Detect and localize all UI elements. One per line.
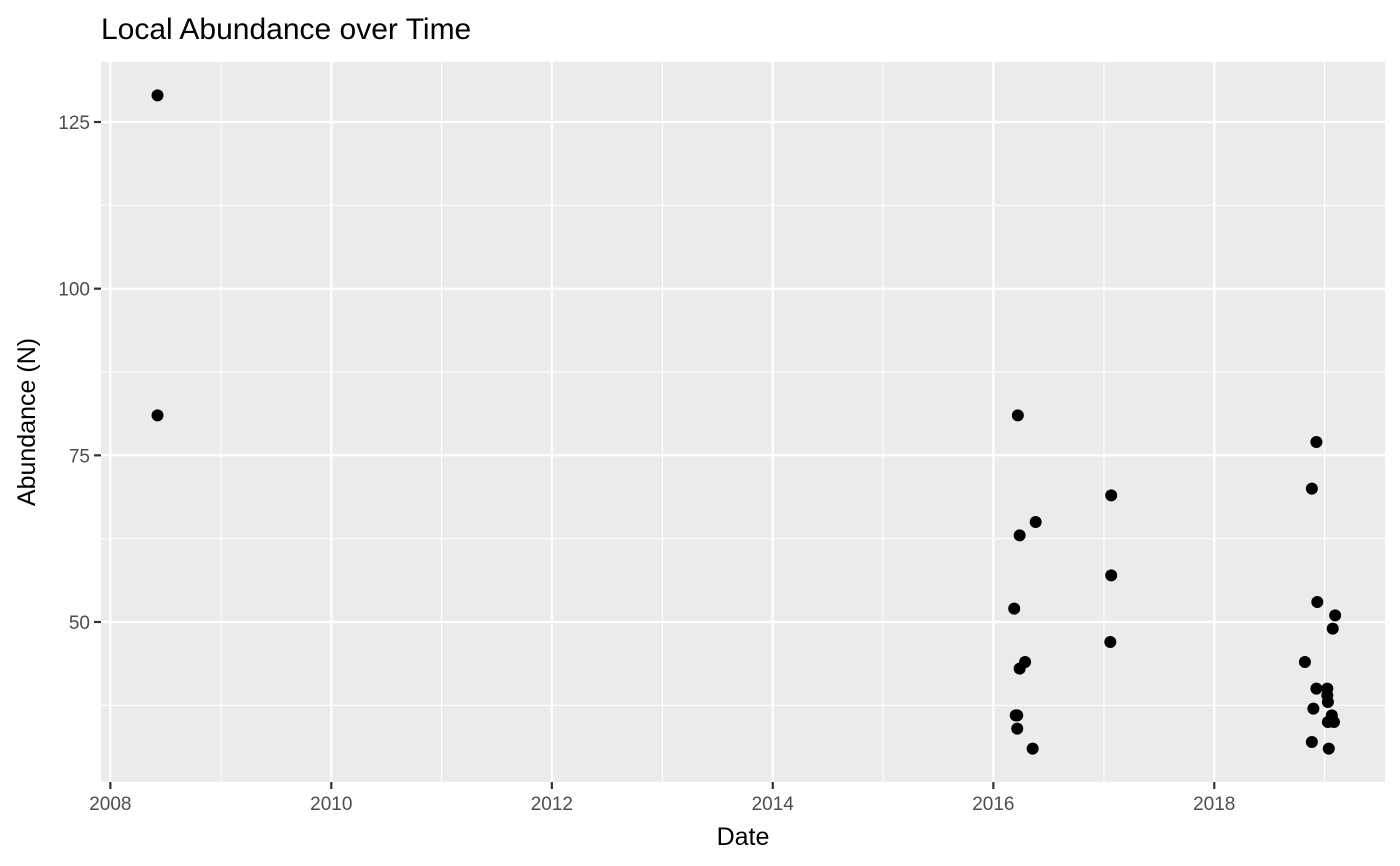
data-point bbox=[1321, 696, 1334, 708]
data-point bbox=[1011, 709, 1024, 722]
data-point bbox=[1310, 682, 1323, 695]
y-tick-label: 50 bbox=[69, 613, 90, 634]
x-tick-label: 2010 bbox=[310, 794, 352, 815]
minor-gridlines bbox=[101, 62, 1385, 782]
x-tick-label: 2014 bbox=[752, 794, 795, 815]
y-tick-label: 75 bbox=[69, 446, 90, 467]
y-axis-title: Abundance (N) bbox=[13, 338, 41, 506]
data-point bbox=[1307, 702, 1320, 715]
major-gridlines bbox=[101, 62, 1385, 782]
data-point bbox=[1011, 409, 1024, 422]
data-point bbox=[1105, 489, 1118, 502]
y-tick-label: 100 bbox=[58, 280, 90, 301]
data-point bbox=[1104, 636, 1117, 648]
data-point bbox=[1327, 716, 1340, 728]
data-point bbox=[1013, 529, 1026, 542]
x-axis: 2008 2010 2012 2014 2016 2018 bbox=[89, 782, 1235, 815]
x-tick-label: 2016 bbox=[972, 794, 1014, 815]
data-point bbox=[1322, 742, 1335, 755]
x-tick-label: 2012 bbox=[531, 794, 573, 815]
data-points bbox=[151, 89, 1342, 755]
data-point bbox=[1305, 736, 1318, 748]
data-point bbox=[1326, 622, 1339, 635]
x-axis-title: Date bbox=[717, 823, 770, 851]
y-tick-label: 125 bbox=[58, 113, 90, 134]
y-axis: 50 75 100 125 bbox=[58, 113, 101, 634]
data-point bbox=[1298, 656, 1311, 668]
data-point bbox=[151, 409, 164, 422]
data-point bbox=[1019, 656, 1032, 668]
x-tick-label: 2018 bbox=[1193, 794, 1235, 815]
data-point bbox=[1011, 722, 1024, 735]
data-point bbox=[1029, 516, 1042, 528]
data-point bbox=[1008, 602, 1021, 615]
plot-panel bbox=[101, 62, 1385, 782]
data-point bbox=[1105, 569, 1118, 582]
data-point bbox=[1311, 596, 1324, 608]
data-point bbox=[1329, 609, 1342, 622]
data-point bbox=[1026, 742, 1039, 755]
data-point bbox=[1310, 436, 1323, 448]
data-point bbox=[151, 89, 164, 102]
chart-title: Local Abundance over Time bbox=[101, 13, 471, 46]
x-tick-label: 2008 bbox=[89, 794, 131, 815]
data-point bbox=[1305, 482, 1318, 495]
